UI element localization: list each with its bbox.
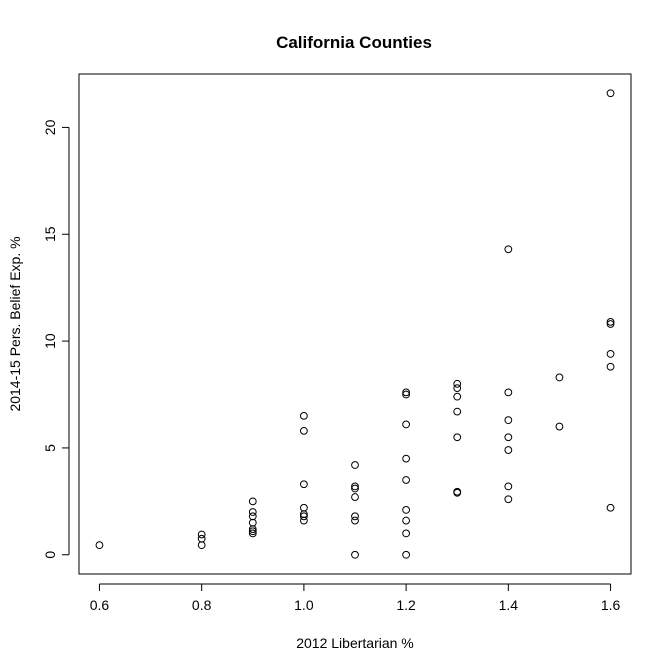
data-point: [606, 320, 615, 328]
data-point: [351, 484, 359, 493]
data-point: [606, 362, 615, 371]
data-point: [504, 416, 513, 425]
y-axis: 0 5 10 15 20: [42, 119, 70, 559]
data-point: [504, 495, 513, 504]
data-point: [606, 350, 615, 358]
data-point: [351, 512, 359, 521]
data-point: [351, 482, 359, 491]
data-point: [197, 541, 206, 550]
data-point: [248, 518, 257, 527]
x-axis: 0.6 0.8 1.0 1.2 1.4 1.6: [90, 583, 621, 613]
data-point: [402, 454, 411, 463]
data-point: [299, 512, 308, 521]
data-point: [351, 516, 359, 525]
data-point: [402, 550, 411, 559]
y-tick-label: 10: [42, 333, 58, 349]
data-point: [453, 407, 462, 416]
data-point: [248, 529, 257, 538]
data-point: [606, 503, 615, 512]
y-axis-label: 2014-15 Pers. Belief Exp. %: [7, 236, 23, 411]
data-point: [402, 529, 411, 538]
x-tick-label: 1.2: [396, 597, 416, 613]
data-point: [555, 422, 564, 431]
data-point: [402, 390, 411, 399]
data-point: [248, 508, 257, 516]
y-tick-label: 5: [42, 444, 58, 452]
data-point: [606, 317, 615, 326]
y-tick-label: 15: [42, 226, 58, 242]
data-point: [248, 497, 257, 506]
data-point: [248, 512, 257, 521]
data-point: [299, 480, 308, 489]
data-point: [504, 388, 513, 397]
data-point: [95, 541, 104, 550]
data-point: [402, 505, 411, 514]
y-tick-label: 20: [42, 119, 58, 135]
data-point: [402, 476, 411, 484]
plot-frame: [78, 73, 632, 575]
data-point: [402, 420, 411, 429]
data-point: [351, 461, 359, 469]
data-point: [504, 446, 513, 454]
chart-title: California Counties: [276, 33, 432, 52]
data-point: [504, 433, 513, 442]
data-point: [555, 373, 564, 382]
data-point: [453, 379, 462, 388]
data-point: [504, 245, 513, 254]
x-axis-label: 2012 Libertarian %: [296, 635, 414, 651]
data-point: [453, 487, 462, 496]
data-point: [299, 426, 308, 435]
data-point: [402, 516, 411, 525]
data-points: [95, 89, 615, 559]
data-point: [351, 550, 359, 559]
x-tick-label: 1.4: [499, 597, 519, 613]
y-tick-label: 0: [42, 551, 58, 559]
data-point: [504, 482, 513, 491]
data-point: [453, 433, 462, 442]
data-point: [248, 527, 257, 536]
data-point: [402, 388, 411, 397]
x-tick-label: 1.6: [601, 597, 621, 613]
data-point: [197, 534, 206, 543]
data-point: [299, 411, 308, 420]
x-tick-label: 1.0: [294, 597, 314, 613]
data-point: [299, 503, 308, 512]
data-point: [197, 530, 206, 539]
data-point: [351, 493, 359, 501]
data-point: [606, 89, 615, 98]
data-point: [453, 392, 462, 401]
data-point: [453, 384, 462, 393]
x-tick-label: 0.8: [192, 597, 212, 613]
x-tick-label: 0.6: [90, 597, 110, 613]
